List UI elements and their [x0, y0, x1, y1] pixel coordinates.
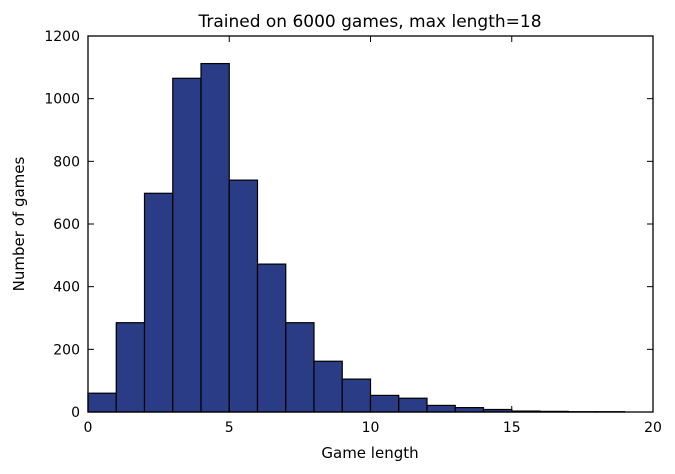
y-axis-ticks: 0 200 400 600 800 1000 1200 — [44, 29, 653, 421]
y-axis-label: Number of games — [10, 157, 28, 292]
histogram-bar-13 — [454, 407, 485, 413]
histogram-bar-8 — [313, 360, 343, 413]
y-tick-label: 1000 — [44, 92, 80, 108]
histogram-bar-3 — [172, 77, 202, 413]
histogram-bar-7 — [285, 322, 315, 413]
histogram-bar-9 — [341, 378, 372, 413]
histogram-bar-10 — [369, 394, 400, 413]
y-tick-label: 1200 — [44, 29, 80, 45]
x-axis-ticks: 0 5 10 15 20 — [84, 36, 662, 436]
histogram-bar-11 — [398, 397, 428, 413]
histogram-bar-12 — [426, 404, 456, 413]
chart-title: Trained on 6000 games, max length=18 — [197, 12, 541, 32]
histogram-bar-1 — [115, 322, 146, 413]
x-tick-label: 5 — [225, 420, 234, 436]
histogram-bar-0 — [87, 392, 117, 413]
histogram-bar-5 — [228, 179, 259, 413]
x-tick-label: 0 — [84, 420, 93, 436]
y-tick-label: 600 — [53, 217, 80, 233]
y-tick-label: 200 — [53, 342, 80, 358]
histogram-bar-6 — [256, 263, 287, 413]
histogram-bar-4 — [200, 62, 230, 413]
x-axis-label: Game length — [321, 444, 418, 462]
histogram-bar-2 — [143, 192, 174, 413]
y-tick-label: 0 — [71, 405, 80, 421]
bars-group — [87, 62, 626, 413]
x-tick-label: 15 — [503, 420, 521, 436]
x-tick-label: 10 — [362, 420, 380, 436]
y-tick-label: 800 — [53, 154, 80, 170]
y-tick-label: 400 — [53, 280, 80, 296]
x-tick-label: 20 — [644, 420, 662, 436]
